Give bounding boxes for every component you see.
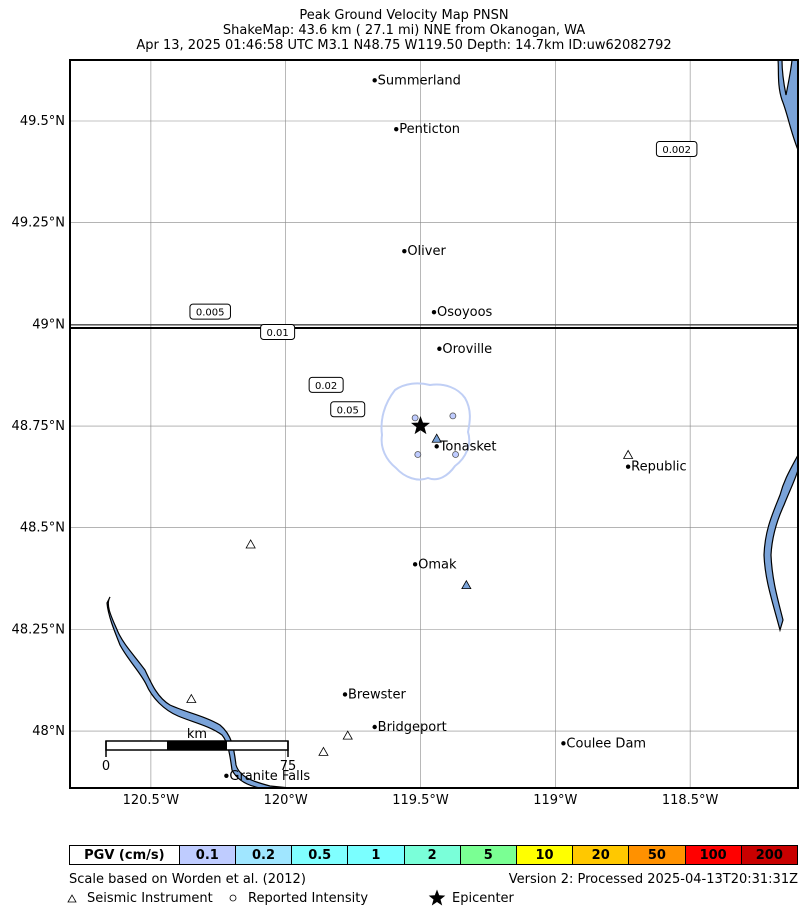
seismic-station-marker [342, 730, 353, 740]
city-marker [434, 444, 439, 449]
pgv-contour [380, 382, 471, 481]
contour-label: 0.01 [266, 328, 288, 339]
epicenter-label: Epicenter [452, 891, 515, 906]
lon-label: 119.5°W [392, 793, 449, 808]
city-label: Granite Falls [229, 769, 310, 784]
shakemap-map: 0.002 0.005 0.01 0.02 0.05 Summerland Penticto… [12, 59, 799, 808]
lake-chelan [106, 596, 291, 788]
graticule [70, 60, 798, 788]
legend-bin: 50 [628, 846, 685, 864]
city-marker [402, 248, 407, 254]
contour-label: 0.002 [662, 145, 691, 156]
lat-label: 49.25°N [12, 216, 65, 231]
legend-bin: 5 [459, 846, 516, 864]
reported-intensity-marker [452, 451, 459, 458]
city-marker [342, 692, 348, 697]
pgv-legend: PGV (cm/s) 0.1 0.2 0.5 1 2 5 10 20 50 100 200 [69, 845, 798, 865]
lake-roosevelt [763, 454, 798, 633]
legend-bin: 0.1 [178, 846, 235, 864]
city-label: Coulee Dam [566, 736, 646, 751]
scale-bar-end: 75 [280, 759, 297, 774]
contour-label-box [260, 323, 296, 340]
city-marker [431, 309, 437, 315]
seismic-station-marker [461, 579, 472, 590]
city-marker [372, 724, 377, 730]
lat-label: 48.25°N [12, 622, 65, 637]
seismic-station-marker [245, 539, 256, 549]
lat-label: 49°N [32, 317, 65, 332]
contour-label: 0.05 [337, 405, 359, 416]
seismic-station-marker [622, 449, 634, 459]
lon-label: 118.5°W [662, 793, 719, 808]
legend-bin: 2 [403, 846, 460, 864]
legend-bin: 0.2 [234, 846, 292, 864]
lon-label: 120.5°W [123, 793, 180, 808]
seismic-station-marker [318, 746, 329, 756]
city-marker [412, 562, 418, 567]
contour-label: 0.02 [315, 381, 337, 392]
contour-label: 0.005 [196, 308, 225, 319]
city-marker [437, 346, 442, 351]
scale-note: Scale based on Worden et al. (2012) [69, 872, 306, 887]
lon-label: 120°W [264, 793, 308, 808]
lat-label: 49.5°N [20, 114, 65, 129]
reported-intensity-label: Reported Intensity [248, 891, 368, 906]
event-info: Apr 13, 2025 01:46:58 UTC M3.1 N48.75 W1… [136, 38, 672, 53]
city-label: Brewster [348, 687, 406, 702]
contour-label-box [655, 140, 698, 157]
map-features: 0.002 0.005 0.01 0.02 0.05 Summerland Penticto… [186, 73, 698, 784]
legend-bin: 10 [515, 846, 573, 864]
seismic-station-marker [186, 693, 197, 703]
legend-title: PGV (cm/s) [70, 846, 179, 864]
city-marker [372, 78, 377, 83]
legend-bin: 1 [347, 846, 404, 864]
legend-bin: 0.5 [291, 846, 348, 864]
legend-bin: 200 [740, 846, 797, 864]
city-label: Oroville [442, 342, 492, 357]
seismic-instrument-label: Seismic Instrument [87, 891, 213, 906]
lat-label: 48°N [32, 724, 65, 739]
contour-label-box [189, 303, 231, 320]
map-frame [69, 59, 799, 789]
city-marker [224, 773, 229, 778]
symbol-key: Seismic Instrument Reported Intensity Ep… [67, 889, 515, 906]
reported-intensity-marker [449, 412, 457, 420]
contour-label-box [308, 376, 344, 393]
water-bodies [70, 60, 798, 788]
city-label: Oliver [407, 244, 446, 259]
lon-label: 119°W [533, 793, 577, 808]
city-label: Omak [418, 557, 457, 572]
epicenter-star [411, 416, 430, 435]
city-marker [561, 741, 566, 746]
city-label: Summerland [378, 73, 461, 88]
city-marker [625, 464, 631, 469]
star-icon [428, 889, 446, 906]
city-label: Republic [631, 460, 687, 475]
city-label: Penticton [399, 122, 460, 137]
triangle-icon [67, 894, 77, 903]
scale-bar-unit: km [187, 727, 207, 742]
version-info: Version 2: Processed 2025-04-13T20:31:31… [508, 872, 798, 887]
reported-intensity-marker [411, 414, 419, 422]
axis-labels: 49.5°N 49.25°N 49°N 48.75°N 48.5°N 48.25°N 48°… [12, 114, 719, 808]
city-label: Tonasket [439, 439, 497, 454]
lat-label: 48.75°N [12, 419, 65, 434]
legend-bin: 20 [572, 846, 629, 864]
legend-bin: 100 [684, 846, 741, 864]
scale-bar: km 0 75 [102, 727, 296, 774]
lat-label: 48.5°N [20, 521, 65, 536]
city-label: Bridgeport [378, 720, 447, 735]
seismic-station-marker [431, 433, 442, 443]
okanogan-lake [777, 60, 798, 151]
city-marker [394, 126, 399, 132]
circle-icon [229, 894, 237, 902]
map-title: Peak Ground Velocity Map PNSN [299, 8, 509, 23]
contour-label-box [330, 401, 366, 418]
scale-bar-start: 0 [102, 759, 110, 774]
city-label: Osoyoos [437, 305, 493, 320]
reported-intensity-marker [414, 451, 422, 458]
map-subtitle: ShakeMap: 43.6 km ( 27.1 mi) NNE from Ok… [222, 23, 586, 38]
